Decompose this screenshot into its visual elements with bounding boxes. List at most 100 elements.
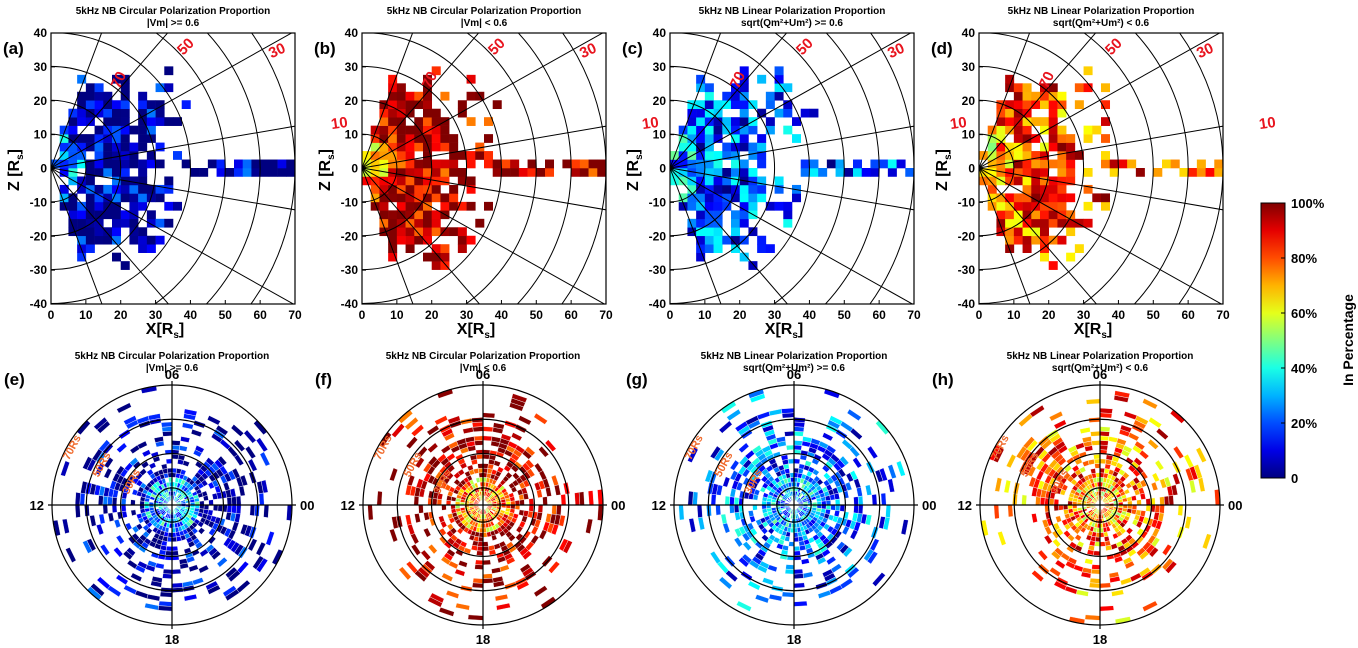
heatmap-cell xyxy=(112,168,122,177)
lt-06-label: 06 xyxy=(1093,367,1107,382)
heatmap-cell xyxy=(466,184,476,194)
heatmap-cell xyxy=(216,159,226,169)
heatmap-cell xyxy=(1022,176,1032,186)
heatmap-cell xyxy=(731,91,741,101)
heatmap-cell xyxy=(155,117,165,126)
heatmap-cell xyxy=(475,142,485,152)
heatmap-cell xyxy=(405,125,415,135)
polar-cell xyxy=(869,538,880,552)
heatmap-cell xyxy=(696,108,706,118)
heatmap-cell xyxy=(388,193,398,203)
x-tick-label: 50 xyxy=(530,308,544,322)
polar-cell xyxy=(74,492,81,506)
polar-cell xyxy=(462,426,474,434)
polar-cell xyxy=(482,541,489,547)
polar-cell xyxy=(492,580,505,588)
heatmap-cell xyxy=(405,151,415,160)
panel-title: 5kHz NB Circular Polarization Proportion xyxy=(387,6,581,17)
polar-cell xyxy=(733,537,743,548)
heatmap-cell xyxy=(1005,210,1015,220)
heatmap-cell xyxy=(800,108,810,118)
heatmap-cell xyxy=(423,168,433,177)
heatmap-cell xyxy=(731,210,741,220)
heatmap-cell xyxy=(996,201,1006,211)
heatmap-cell xyxy=(466,74,476,84)
heatmap-cell xyxy=(260,159,270,169)
heatmap-cell xyxy=(112,125,122,135)
polar-cell xyxy=(95,523,105,536)
heatmap-cell xyxy=(129,235,139,245)
polar-cell xyxy=(436,498,443,506)
polar-cell xyxy=(789,472,795,478)
heatmap-cell xyxy=(1057,125,1067,135)
heatmap-cell xyxy=(996,210,1006,220)
heatmap-cell xyxy=(1057,100,1067,110)
polar-cell xyxy=(162,430,173,437)
polar-cell xyxy=(199,548,209,558)
heatmap-cell xyxy=(414,201,424,211)
heatmap-cell xyxy=(423,184,433,194)
polar-cell xyxy=(787,458,795,465)
heatmap-cell xyxy=(164,83,174,93)
heatmap-cell xyxy=(414,168,424,177)
heatmap-cell xyxy=(405,201,415,211)
heatmap-cell xyxy=(1040,100,1050,110)
heatmap-cell xyxy=(739,159,749,169)
heatmap-cell xyxy=(112,159,122,169)
heatmap-cell xyxy=(414,91,424,101)
polar-cell xyxy=(434,415,448,426)
heatmap-cell xyxy=(748,142,758,152)
polar-cell xyxy=(129,457,139,467)
heatmap-cell xyxy=(501,168,511,177)
heatmap-cell xyxy=(449,201,459,211)
heatmap-cell xyxy=(405,176,415,186)
heatmap-cell xyxy=(94,125,104,135)
heatmap-cell xyxy=(696,210,706,220)
heatmap-cell xyxy=(1040,159,1050,169)
polar-cell xyxy=(217,455,228,466)
heatmap-cell xyxy=(687,227,697,237)
heatmap-cell xyxy=(1083,134,1093,143)
polar-cell xyxy=(793,458,801,465)
heatmap-cell xyxy=(112,201,122,211)
heatmap-cell xyxy=(731,142,741,152)
y-axis-label-subscript: s xyxy=(326,154,337,160)
lt-12-label: 12 xyxy=(341,498,355,513)
y-tick-label: 10 xyxy=(653,128,667,142)
heatmap-cell xyxy=(1013,83,1023,93)
heatmap-cell xyxy=(440,261,450,270)
heatmap-cell xyxy=(588,168,598,177)
heatmap-cell xyxy=(1005,151,1015,160)
polar-cell xyxy=(160,421,173,428)
heatmap-cell xyxy=(173,201,183,211)
heatmap-cell xyxy=(731,184,741,194)
heatmap-cell xyxy=(431,184,441,194)
panel-letter: (f) xyxy=(315,370,332,389)
heatmap-cell xyxy=(396,193,406,203)
heatmap-cell xyxy=(59,184,69,194)
heatmap-cell xyxy=(112,74,122,84)
heatmap-cell xyxy=(731,159,741,169)
polar-cell xyxy=(1142,600,1158,612)
heatmap-cell xyxy=(1022,168,1032,177)
heatmap-cell xyxy=(765,100,775,110)
heatmap-cell xyxy=(987,125,997,135)
heatmap-cell xyxy=(77,159,87,169)
polar-cell xyxy=(865,514,873,526)
latitude-line xyxy=(670,33,912,169)
heatmap-cell xyxy=(277,159,287,169)
heatmap-cell xyxy=(518,168,528,177)
polar-cell xyxy=(1139,479,1148,488)
polar-cell xyxy=(812,468,820,476)
polar-cell xyxy=(414,513,421,524)
polar-cell xyxy=(438,535,448,545)
heatmap-cell xyxy=(138,168,148,177)
polar-cell xyxy=(427,455,438,466)
polar-cell xyxy=(1184,516,1192,530)
heatmap-cell xyxy=(1022,83,1032,93)
y-tick-label: -10 xyxy=(30,195,48,209)
heatmap-cell xyxy=(138,142,148,152)
polar-cell xyxy=(762,492,769,499)
heatmap-cell xyxy=(68,134,78,143)
heatmap-cell xyxy=(987,168,997,177)
